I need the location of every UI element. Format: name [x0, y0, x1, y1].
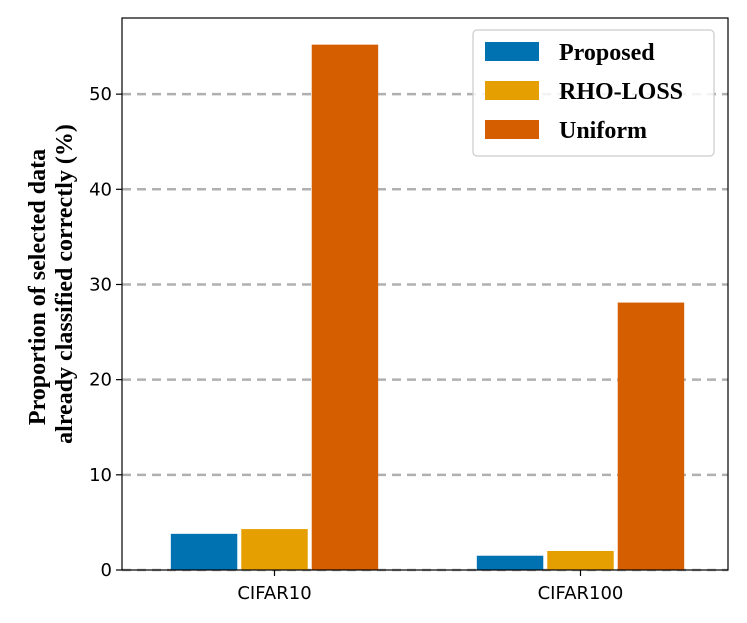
plot-frame [121, 17, 729, 571]
legend: Proposed RHO-LOSS Uniform [472, 29, 715, 157]
y-tick-label: 40 [89, 179, 112, 200]
legend-label-proposed: Proposed [559, 40, 655, 66]
x-axis-ticks: CIFAR10 CIFAR100 [237, 570, 623, 604]
bar-uniform-cifar10 [311, 44, 379, 571]
bar-proposed-cifar100 [476, 555, 544, 570]
legend-label-rho-loss: RHO-LOSS [559, 79, 683, 105]
bar-rho-loss-cifar10 [241, 529, 308, 570]
legend-label-uniform: Uniform [559, 118, 647, 144]
y-tick-label: 20 [89, 370, 112, 391]
y-axis-label: Proportion of selected data already clas… [25, 124, 78, 444]
legend-swatch-uniform [485, 120, 539, 139]
y-tick-label: 0 [101, 560, 112, 581]
y-axis-label-line-2: already classified correctly (%) [52, 124, 78, 444]
bar-uniform-cifar100 [617, 302, 685, 570]
y-tick-label: 30 [89, 274, 112, 295]
y-axis-ticks: 0 10 20 30 40 50 [89, 84, 122, 581]
bars [170, 44, 685, 571]
legend-swatch-proposed [485, 42, 539, 61]
y-tick-label: 50 [89, 84, 112, 105]
bar-rho-loss-cifar100 [547, 550, 614, 570]
bar-proposed-cifar10 [170, 533, 238, 570]
x-tick-label: CIFAR10 [237, 583, 311, 604]
y-axis-label-line-1: Proportion of selected data [25, 149, 51, 425]
y-tick-label: 10 [89, 465, 112, 486]
legend-swatch-rho-loss [485, 81, 539, 100]
x-tick-label: CIFAR100 [538, 583, 624, 604]
